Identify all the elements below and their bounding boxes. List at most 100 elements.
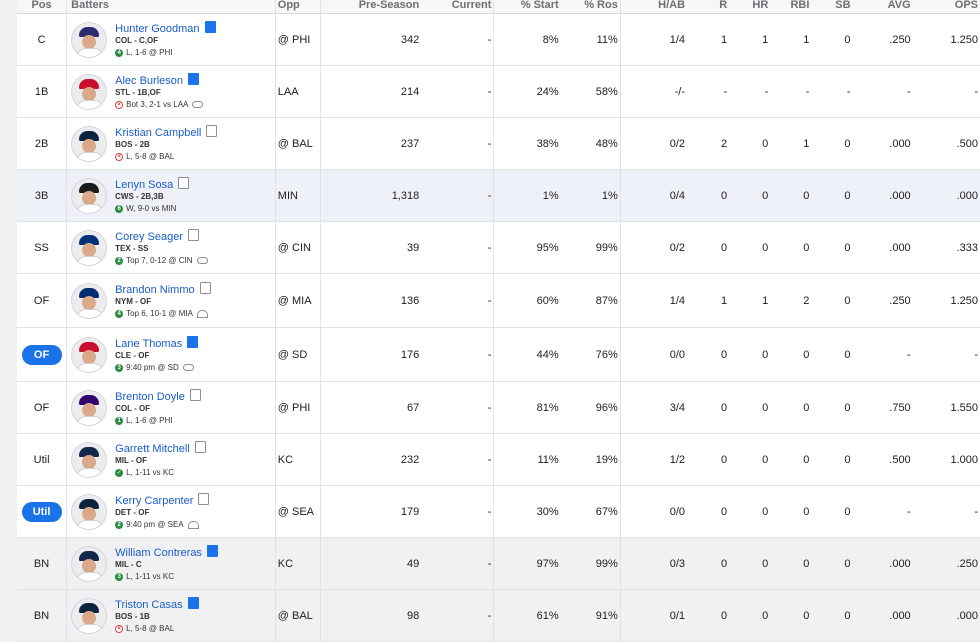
hab-cell: 0/2 bbox=[620, 221, 689, 274]
player-avatar[interactable] bbox=[71, 389, 108, 426]
r-cell: 0 bbox=[688, 169, 730, 222]
header-ops[interactable]: OPS bbox=[912, 0, 980, 14]
header-current[interactable]: Current bbox=[421, 0, 495, 14]
pos-label[interactable]: OF bbox=[21, 344, 62, 365]
pos-cell[interactable]: OF bbox=[17, 327, 68, 382]
pos-label[interactable]: 1B bbox=[34, 85, 49, 98]
avg-cell: .250 bbox=[852, 13, 913, 66]
ros-pct-cell: 76% bbox=[560, 327, 621, 382]
header-sb[interactable]: SB bbox=[811, 0, 853, 14]
pos-cell[interactable]: OF bbox=[17, 273, 68, 328]
player-avatar[interactable] bbox=[71, 125, 108, 162]
table-row: OF Brandon Nimmo NYM - OF 4 Top 6, 10-1 @… bbox=[17, 273, 980, 328]
player-name-link[interactable]: William Contreras bbox=[115, 546, 202, 559]
header-avg[interactable]: AVG bbox=[852, 0, 913, 14]
player-note-icon[interactable] bbox=[187, 596, 199, 609]
header-pos[interactable]: Pos bbox=[17, 0, 68, 14]
ros-pct-cell: 87% bbox=[560, 273, 621, 328]
pos-label[interactable]: BN bbox=[33, 609, 50, 622]
player-note-icon[interactable] bbox=[194, 440, 206, 453]
ros-pct-cell: 99% bbox=[560, 537, 621, 590]
preseason-cell: 237 bbox=[320, 117, 422, 170]
player-avatar[interactable] bbox=[71, 493, 108, 530]
ros-pct-cell: 19% bbox=[560, 433, 621, 486]
batter-cell: Kerry Carpenter DET - OF 2 9:40 pm @ SEA bbox=[66, 485, 276, 538]
header-preseason[interactable]: Pre-Season bbox=[320, 0, 422, 14]
batter-cell: Triston Casas BOS - 1B × L, 5-8 @ BAL bbox=[66, 589, 276, 642]
avg-cell: .750 bbox=[852, 381, 913, 434]
player-avatar[interactable] bbox=[71, 229, 108, 266]
player-avatar[interactable] bbox=[71, 597, 108, 634]
player-note-icon[interactable] bbox=[187, 335, 199, 348]
player-avatar[interactable] bbox=[71, 177, 108, 214]
player-note-icon[interactable] bbox=[206, 544, 218, 557]
game-status: 4 L, 1-6 @ PHI bbox=[115, 47, 215, 59]
player-name-link[interactable]: Triston Casas bbox=[115, 598, 183, 611]
header-ros[interactable]: % Ros bbox=[560, 0, 621, 14]
header-rbi[interactable]: RBI bbox=[770, 0, 812, 14]
player-team-positions: TEX - SS bbox=[115, 243, 149, 253]
pos-label[interactable]: 2B bbox=[34, 137, 49, 150]
player-name-link[interactable]: Kristian Campbell bbox=[115, 126, 202, 139]
pos-label[interactable]: C bbox=[37, 33, 46, 46]
header-r[interactable]: R bbox=[688, 0, 730, 14]
pos-cell[interactable]: SS bbox=[17, 221, 68, 274]
header-start[interactable]: % Start bbox=[493, 0, 561, 14]
hr-cell: 1 bbox=[729, 273, 771, 328]
header-hab[interactable]: H/AB bbox=[620, 0, 689, 14]
player-name-link[interactable]: Lenyn Sosa bbox=[115, 178, 174, 191]
ros-pct-cell: 96% bbox=[560, 381, 621, 434]
player-avatar[interactable] bbox=[71, 545, 108, 582]
header-batters[interactable]: Batters bbox=[66, 0, 276, 14]
player-note-icon[interactable] bbox=[206, 124, 218, 137]
player-avatar[interactable] bbox=[71, 21, 108, 58]
player-name-link[interactable]: Brandon Nimmo bbox=[115, 283, 195, 296]
pos-cell[interactable]: 3B bbox=[17, 169, 68, 222]
pos-cell[interactable]: C bbox=[17, 13, 68, 66]
hr-cell: 0 bbox=[729, 327, 771, 382]
pos-cell[interactable]: Util bbox=[17, 433, 68, 486]
pos-label[interactable]: BN bbox=[33, 557, 50, 570]
player-avatar[interactable] bbox=[71, 336, 108, 373]
pos-label[interactable]: SS bbox=[34, 241, 49, 254]
sb-cell: 0 bbox=[811, 485, 853, 538]
player-name-link[interactable]: Kerry Carpenter bbox=[115, 494, 194, 507]
player-name-link[interactable]: Corey Seager bbox=[115, 230, 184, 243]
pos-cell[interactable]: BN bbox=[17, 537, 68, 590]
pos-cell[interactable]: 2B bbox=[17, 117, 68, 170]
pos-label[interactable]: OF bbox=[33, 294, 50, 307]
pos-cell[interactable]: OF bbox=[17, 381, 68, 434]
hab-cell: 1/4 bbox=[620, 13, 689, 66]
header-hr[interactable]: HR bbox=[729, 0, 771, 14]
player-note-icon[interactable] bbox=[178, 176, 190, 189]
player-name-link[interactable]: Hunter Goodman bbox=[115, 22, 200, 35]
player-name-link[interactable]: Lane Thomas bbox=[115, 337, 183, 350]
player-note-icon[interactable] bbox=[189, 388, 201, 401]
header-opp[interactable]: Opp bbox=[275, 0, 321, 14]
r-cell: 0 bbox=[688, 485, 730, 538]
player-note-icon[interactable] bbox=[198, 492, 210, 505]
pos-cell[interactable]: Util bbox=[17, 485, 68, 538]
player-note-icon[interactable] bbox=[188, 72, 200, 85]
pos-label[interactable]: OF bbox=[33, 401, 50, 414]
player-name-link[interactable]: Garrett Mitchell bbox=[115, 442, 190, 455]
pos-label[interactable]: Util bbox=[21, 501, 62, 522]
status-icon: 1 bbox=[115, 416, 124, 425]
pos-cell[interactable]: BN bbox=[17, 589, 68, 642]
pos-label[interactable]: Util bbox=[33, 453, 50, 466]
player-team-positions: MIL - C bbox=[115, 559, 142, 569]
player-name-link[interactable]: Alec Burleson bbox=[115, 74, 184, 87]
player-name-link[interactable]: Brenton Doyle bbox=[115, 390, 185, 403]
player-avatar[interactable] bbox=[71, 73, 108, 110]
player-note-icon[interactable] bbox=[188, 228, 200, 241]
ros-pct-cell: 48% bbox=[560, 117, 621, 170]
game-info: Top 7, 0-12 @ CIN bbox=[126, 255, 193, 265]
player-note-icon[interactable] bbox=[204, 20, 216, 33]
player-note-icon[interactable] bbox=[199, 281, 211, 294]
pos-cell[interactable]: 1B bbox=[17, 65, 68, 118]
pos-label[interactable]: 3B bbox=[34, 189, 49, 202]
player-avatar[interactable] bbox=[71, 282, 108, 319]
table-row: OF Lane Thomas CLE - OF 3 9:40 pm @ SD @ … bbox=[17, 327, 980, 382]
rbi-cell: 2 bbox=[770, 273, 812, 328]
player-avatar[interactable] bbox=[71, 441, 108, 478]
